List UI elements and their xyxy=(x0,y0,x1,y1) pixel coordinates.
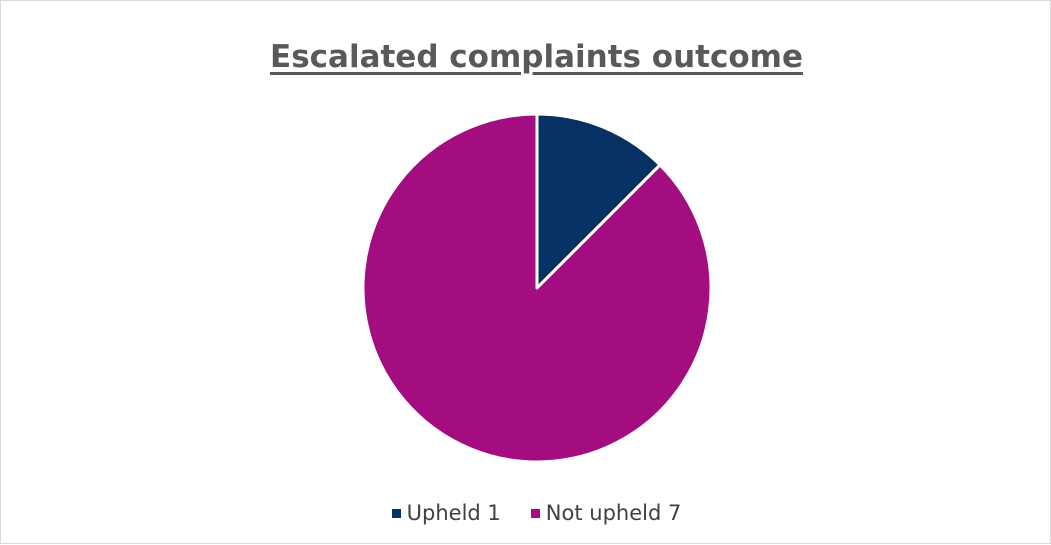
legend-item-upheld: Upheld 1 xyxy=(391,501,501,525)
legend-item-not-upheld: Not upheld 7 xyxy=(530,501,682,525)
legend: Upheld 1 Not upheld 7 xyxy=(1,501,1051,525)
legend-swatch-upheld xyxy=(391,508,401,518)
legend-swatch-not-upheld xyxy=(530,508,540,518)
pie-slice-upheld xyxy=(535,112,662,290)
legend-label-upheld: Upheld 1 xyxy=(406,501,501,525)
chart-title: Escalated complaints outcome xyxy=(270,39,803,75)
legend-label-not-upheld: Not upheld 7 xyxy=(545,501,682,525)
pie-slice-not-upheld xyxy=(361,112,713,464)
